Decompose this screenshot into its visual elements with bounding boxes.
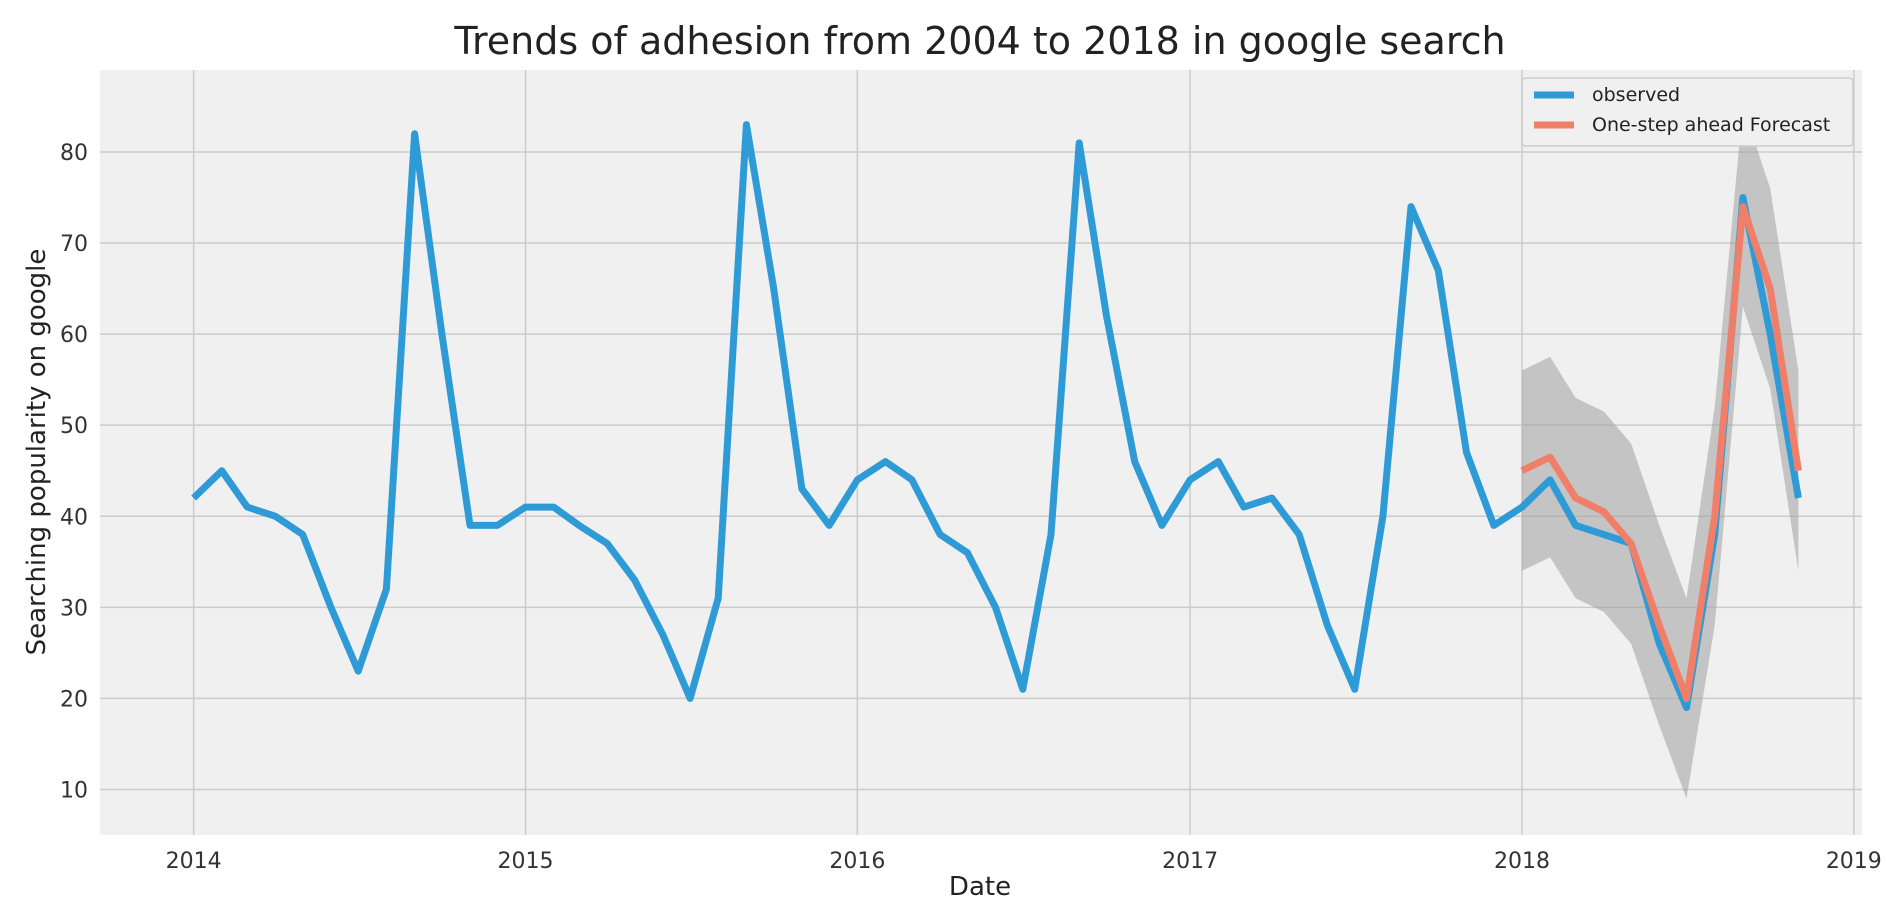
y-tick-label: 80 — [60, 141, 88, 166]
forecast-confidence-band — [1522, 106, 1799, 799]
y-tick-label: 50 — [60, 414, 88, 439]
legend-label-forecast: One-step ahead Forecast — [1592, 114, 1830, 136]
y-tick-label: 70 — [60, 232, 88, 257]
legend-label-observed: observed — [1592, 84, 1680, 106]
x-axis-label: Date — [949, 872, 1011, 902]
grid-lines — [100, 70, 1862, 835]
legend-box — [1521, 77, 1854, 147]
y-tick-labels: 10 20 30 40 50 60 70 80 — [60, 141, 88, 804]
series-line-observed — [191, 121, 1802, 711]
y-tick-label: 20 — [60, 687, 88, 712]
x-tick-label: 2018 — [1494, 849, 1550, 874]
x-tick-label: 2016 — [829, 849, 885, 874]
series-lines — [191, 121, 1802, 711]
y-tick-label: 30 — [60, 596, 88, 621]
series-line-forecast — [1520, 203, 1802, 702]
legend: observed One-step ahead Forecast — [1521, 77, 1854, 147]
x-tick-labels: 2014 2015 2016 2017 2018 2019 — [166, 849, 1882, 874]
chart-title: Trends of adhesion from 2004 to 2018 in … — [453, 19, 1505, 63]
y-tick-label: 10 — [60, 778, 88, 803]
confidence-band — [1522, 106, 1799, 799]
x-tick-label: 2019 — [1826, 849, 1882, 874]
y-tick-label: 60 — [60, 323, 88, 348]
y-tick-label: 40 — [60, 505, 88, 530]
x-tick-label: 2017 — [1162, 849, 1218, 874]
x-tick-label: 2014 — [166, 849, 222, 874]
y-axis-label: Searching popularity on google — [22, 249, 52, 656]
x-tick-label: 2015 — [497, 849, 553, 874]
